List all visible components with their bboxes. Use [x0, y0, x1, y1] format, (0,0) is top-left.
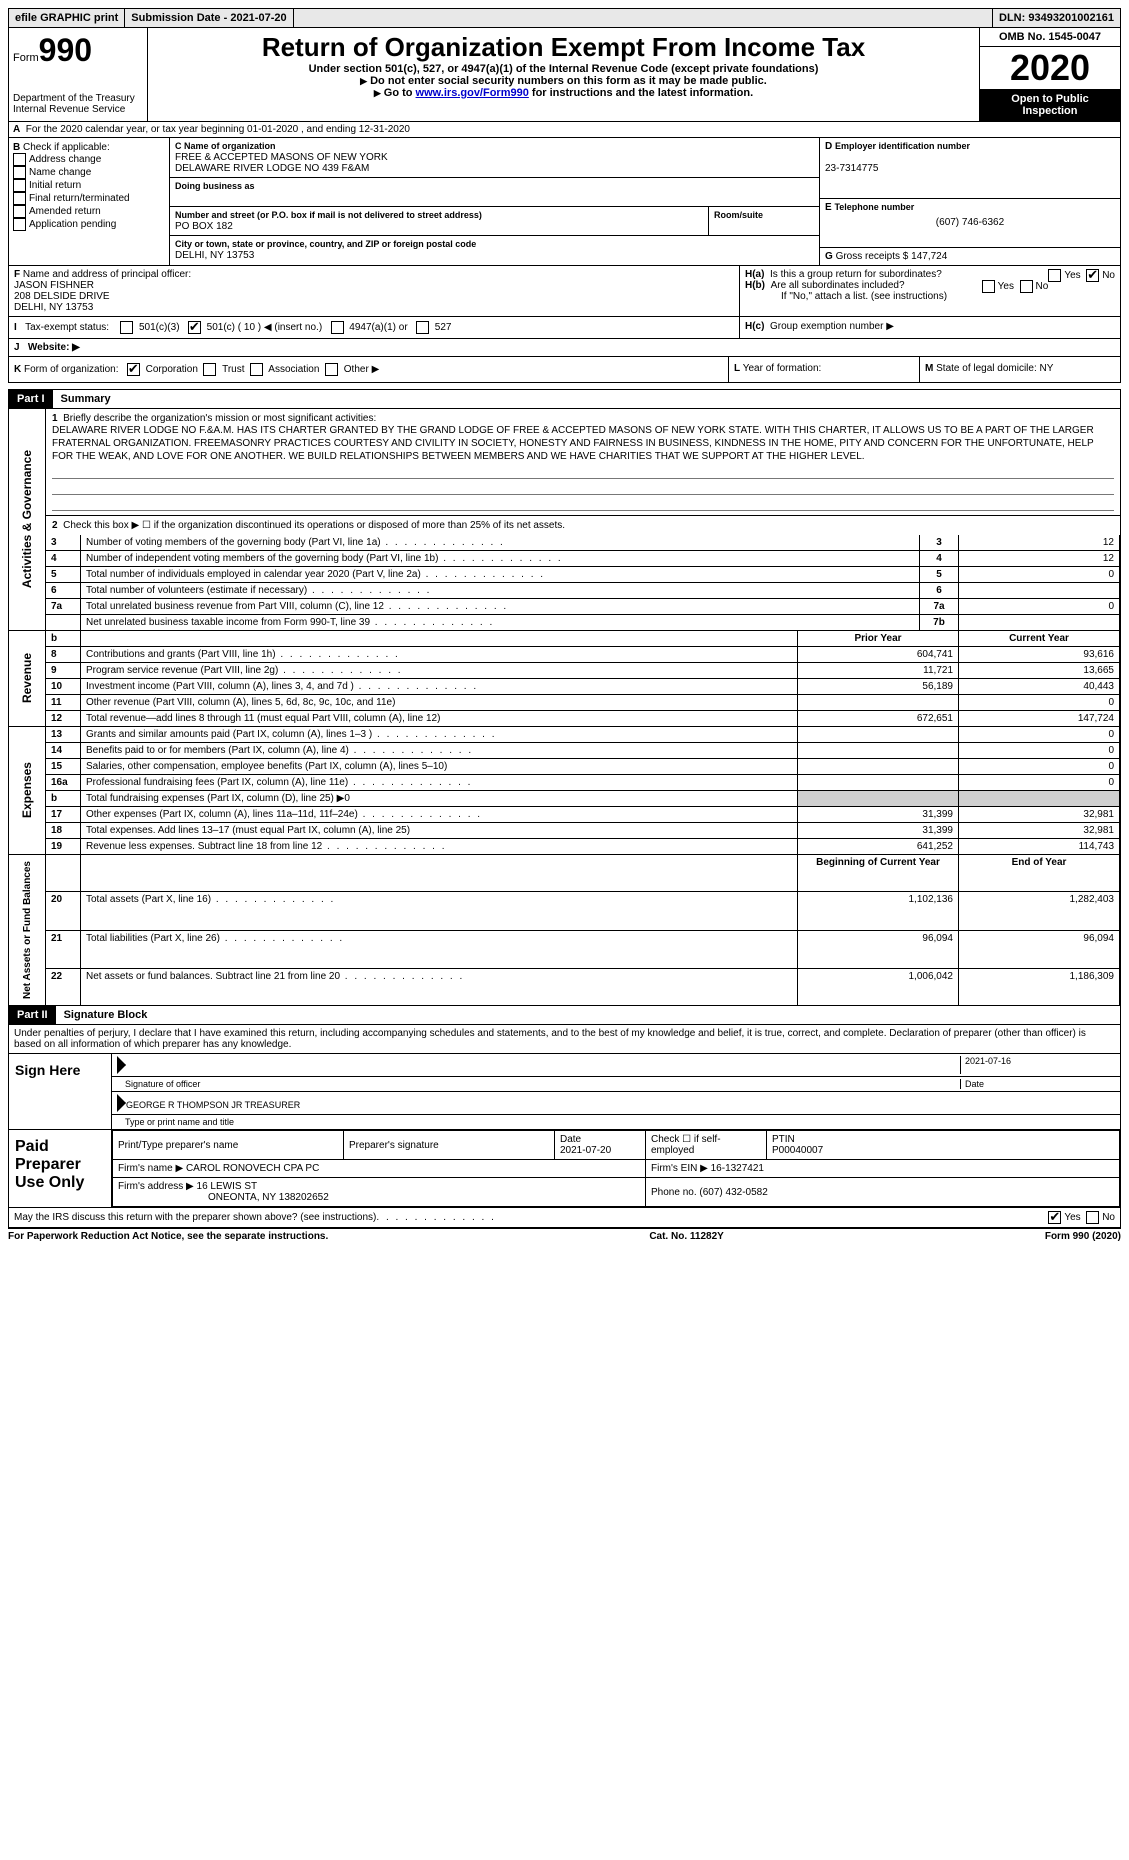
- activities-governance: Activities & Governance 1 Briefly descri…: [8, 409, 1121, 631]
- paid-preparer: Paid Preparer Use Only Print/Type prepar…: [8, 1130, 1121, 1208]
- open-to-public: Open to Public Inspection: [980, 89, 1120, 121]
- row-a: A For the 2020 calendar year, or tax yea…: [8, 122, 1121, 138]
- form-word: Form: [13, 52, 39, 64]
- dept-irs: Internal Revenue Service: [13, 104, 143, 115]
- sign-here: Sign Here 2021-07-16 Signature of office…: [8, 1054, 1121, 1130]
- entity-info-grid: B Check if applicable: Address change Na…: [8, 138, 1121, 266]
- dept-treasury: Department of the Treasury: [13, 93, 143, 104]
- form-subtitle: Under section 501(c), 527, or 4947(a)(1)…: [152, 63, 975, 75]
- ssn-warning: Do not enter social security numbers on …: [152, 75, 975, 87]
- part1-header: Part ISummary: [8, 389, 1121, 409]
- goto-instructions: Go to www.irs.gov/Form990 for instructio…: [152, 87, 975, 99]
- box-c: C Name of organizationFREE & ACCEPTED MA…: [170, 138, 819, 265]
- box-b: B Check if applicable: Address change Na…: [9, 138, 170, 265]
- irs-link[interactable]: www.irs.gov/Form990: [416, 87, 529, 99]
- top-bar: efile GRAPHIC print Submission Date - 20…: [8, 8, 1121, 28]
- row-j: J Website: ▶: [8, 339, 1121, 357]
- revenue-section: Revenue bPrior YearCurrent Year 8Contrib…: [8, 631, 1121, 727]
- part2-header: Part IISignature Block: [8, 1006, 1121, 1025]
- net-assets-section: Net Assets or Fund Balances Beginning of…: [8, 855, 1121, 1006]
- expenses-section: Expenses 13Grants and similar amounts pa…: [8, 727, 1121, 855]
- form-title: Return of Organization Exempt From Incom…: [152, 32, 975, 63]
- box-d-e-g: D Employer identification number23-73147…: [819, 138, 1120, 265]
- efile-label: efile GRAPHIC print: [9, 9, 125, 27]
- tax-year: 2020: [980, 47, 1120, 89]
- discuss-row: May the IRS discuss this return with the…: [8, 1208, 1121, 1228]
- page-footer: For Paperwork Reduction Act Notice, see …: [8, 1228, 1121, 1242]
- perjury-statement: Under penalties of perjury, I declare th…: [8, 1025, 1121, 1054]
- row-i: I Tax-exempt status: 501(c)(3) 501(c) ( …: [8, 317, 1121, 339]
- row-k-l-m: K Form of organization: Corporation Trus…: [8, 357, 1121, 383]
- form-number: 990: [39, 32, 92, 68]
- row-f-h: F Name and address of principal officer:…: [8, 266, 1121, 317]
- governance-table: 3Number of voting members of the governi…: [46, 535, 1120, 630]
- form-header: Form990 Department of the Treasury Inter…: [8, 28, 1121, 122]
- submission-date: Submission Date - 2021-07-20: [125, 9, 293, 27]
- omb-number: OMB No. 1545-0047: [980, 28, 1120, 47]
- dln: DLN: 93493201002161: [992, 9, 1120, 27]
